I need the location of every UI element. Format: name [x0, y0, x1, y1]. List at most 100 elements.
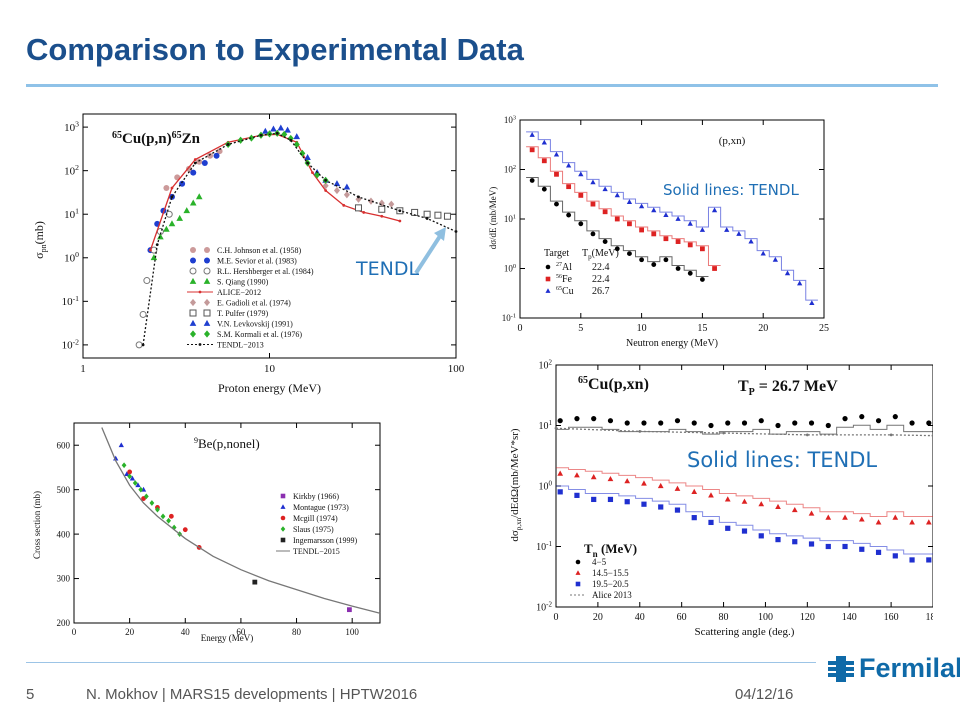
c1-legend-marker [198, 343, 202, 346]
c2-data-point [602, 209, 608, 215]
c2-data-point [675, 266, 681, 271]
footer-text: N. Mokhov | MARS15 developments | HPTW20… [86, 686, 418, 703]
c4-series-1 [557, 470, 932, 525]
c1-data-point [367, 197, 374, 205]
c2-data-point [541, 158, 547, 164]
c1-data-point [141, 343, 145, 347]
c1-data-point [289, 138, 293, 142]
c2-legend-marker [545, 264, 551, 270]
c3-legend-label: Ingemarsson (1999) [293, 536, 358, 545]
c4-legend-marker [575, 581, 581, 587]
c4-data-point [691, 515, 697, 521]
c3-series-4 [252, 579, 258, 585]
c1-legend-label: M.E. Sevior et al. (1983) [217, 257, 297, 266]
c1-ytick-label: 101 [64, 207, 79, 221]
c1-legend-marker [203, 319, 211, 326]
c2-data-point [784, 270, 791, 276]
c1-data-point [311, 171, 314, 175]
c4-data-point [909, 557, 915, 563]
c1-data-point [183, 207, 191, 214]
c3-data-point [171, 524, 177, 531]
c4-data-point [574, 492, 580, 498]
c3-data-point [141, 496, 146, 501]
c2-data-point [638, 203, 645, 209]
c2-data-point [614, 192, 620, 198]
chart-cu-pxn-angular-svg: 0 20 40 60 80 100 120 140 160 180 10-2 10-1 100 101 10… [509, 359, 934, 638]
c1-series-0 [163, 148, 223, 191]
c2-data-point [663, 236, 669, 242]
c4-ytick-label: 10-1 [536, 540, 552, 553]
c2-data-point [614, 216, 620, 222]
c3-legend-label: Slaus (1975) [293, 525, 334, 534]
c2-data-point [687, 270, 693, 276]
c1-legend-label: ALICE−2012 [217, 288, 261, 297]
c1-data-point [193, 161, 197, 165]
c4-data-point [657, 482, 664, 489]
c2-data-point [675, 239, 681, 244]
c4-data-point [658, 420, 664, 426]
c3-xtick-label: 40 [181, 627, 191, 637]
c4-data-point [775, 537, 781, 543]
c1-data-point [193, 158, 197, 161]
c2-data-point [590, 201, 596, 207]
c1-series-line [142, 132, 457, 345]
c1-data-point [434, 211, 442, 219]
c4-data-point [875, 549, 882, 555]
c3-ytick-label: 500 [57, 485, 71, 495]
c1-legend-marker [189, 319, 197, 326]
c1-data-point [149, 248, 152, 252]
c3-data-point [155, 506, 160, 513]
c1-data-point [287, 134, 294, 143]
c2-xtick-label: 5 [578, 323, 583, 334]
tendl-arrow-icon [414, 227, 446, 275]
chart-be-pnonel-svg: 0 20 40 60 80 100 200 300 400 500 600 9Be(p,nonel) E… [32, 422, 381, 643]
c2-series-0 [529, 178, 705, 282]
c4-data-point [892, 514, 899, 520]
c2-ytick-label: 10-1 [502, 313, 516, 324]
c2-data-point [711, 207, 718, 213]
c4-data-point [607, 496, 614, 503]
c2-data-point [566, 162, 572, 168]
chart-cu-pn-zn-svg: 1 10 100 10-2 10-1 100 101 102 103 65Cu(p,n)65Zn P… [32, 113, 465, 395]
c4-data-point [758, 501, 765, 507]
c4-series-2 [557, 489, 932, 563]
c4-data-point [624, 499, 630, 505]
c2-data-point [578, 192, 584, 198]
c4-legend-header: Tn (MeV) [584, 541, 637, 559]
c1-legend-marker [190, 257, 196, 264]
c2-data-point [566, 212, 572, 218]
c4-data-point [758, 418, 764, 424]
c3-chart-title: 9Be(p,nonel) [194, 436, 260, 451]
c2-data-point [687, 220, 693, 226]
c4-xtick-label: 180 [926, 612, 934, 623]
c4-data-point [641, 420, 647, 426]
c1-data-point [216, 148, 223, 155]
c2-chart-title: (p,xn) [719, 135, 746, 147]
c1-xtick-label: 10 [264, 363, 276, 375]
solid-lines-note-small: Solid lines: TENDL [663, 181, 799, 199]
c2-data-point [651, 207, 657, 213]
c4-data-point [859, 546, 865, 552]
c3-ytick-label: 600 [57, 440, 71, 450]
c1-series-line [149, 133, 401, 251]
c3-series-2 [127, 469, 202, 550]
c3-data-point [160, 513, 166, 520]
c4-x-axis-label: Scattering angle (deg.) [695, 626, 795, 638]
c4-data-point [825, 514, 832, 520]
c1-data-point [139, 310, 147, 318]
c2-data-point [554, 171, 559, 177]
solid-lines-note-large: Solid lines: TENDL [687, 448, 878, 472]
c4-data-point [926, 420, 932, 426]
c2-legend-header: Target [544, 248, 569, 259]
c1-data-point [226, 143, 230, 146]
c4-xtick-label: 20 [593, 612, 603, 623]
c1-ytick-label: 103 [64, 120, 79, 134]
c2-x-axis-label: Neutron energy (MeV) [626, 338, 718, 349]
c1-ytick-label: 10-2 [62, 337, 80, 351]
c2-data-point [687, 242, 693, 248]
c2-data-point [529, 147, 535, 153]
c4-data-point [722, 431, 725, 435]
fermilab-logo: Fermilab [826, 653, 960, 684]
c1-data-point [195, 193, 203, 200]
c1-data-point [354, 204, 362, 212]
